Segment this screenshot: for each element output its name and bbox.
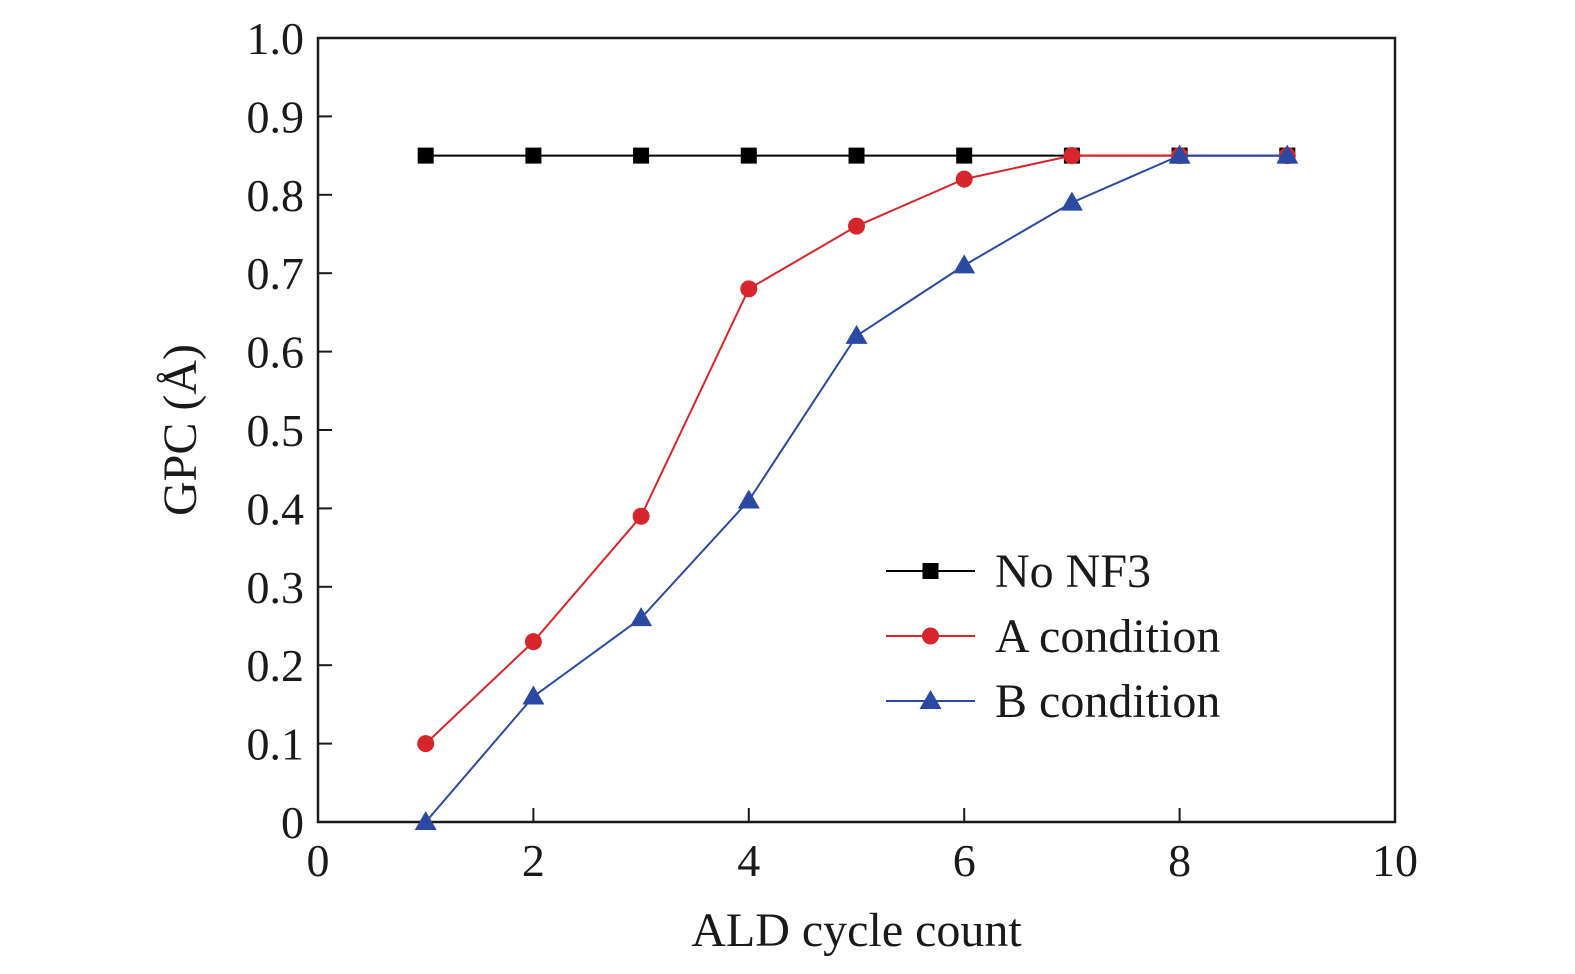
x-axis-title: ALD cycle count [691,904,1022,957]
y-tick-label: 0.9 [247,91,305,142]
y-tick-label: 0.1 [247,719,305,770]
y-tick-label: 0.6 [247,327,305,378]
legend-swatch-marker [919,690,942,709]
data-point [630,607,653,627]
data-point [956,147,973,164]
data-point [1063,147,1081,165]
x-tick-label: 4 [737,835,760,886]
x-tick-label: 0 [307,835,330,886]
y-tick-label: 0.5 [247,405,305,456]
x-tick-label: 8 [1168,835,1191,886]
data-point [740,147,757,164]
legend-swatch-marker [922,563,939,579]
y-tick-label: 0 [281,797,304,848]
legend-item: No NF3 [886,545,1151,598]
data-point [737,489,760,509]
legend-label: A condition [995,610,1220,663]
data-point [633,147,650,164]
y-axis-title: GPC (Å) [154,344,207,516]
legend-item: A condition [886,610,1220,663]
data-point [414,811,437,830]
data-point [417,735,435,753]
legend-item: B condition [886,675,1220,728]
data-point [417,147,434,164]
legend: No NF3 A condition B condition [886,545,1220,728]
series-a-condition [417,147,1296,753]
data-point [525,147,542,164]
data-point [522,685,545,705]
y-tick-label: 1.0 [247,13,305,64]
data-point [953,254,976,274]
y-tick-label: 0.7 [247,248,305,299]
plot-series [414,144,1299,830]
data-point [848,147,865,164]
x-tick-label: 6 [953,835,976,886]
y-tick-label: 0.8 [247,170,305,221]
data-point [1060,191,1083,211]
data-point [955,170,973,188]
legend-swatch-marker [922,627,939,645]
x-tick-label: 2 [522,835,545,886]
legend-label: No NF3 [995,545,1151,598]
series-b-condition [414,144,1299,830]
data-point [845,324,868,344]
data-point [632,507,650,525]
data-point [1168,144,1191,164]
data-point [740,280,758,298]
legend-label: B condition [995,675,1220,728]
data-point [1276,144,1299,164]
x-tick-label: 10 [1372,835,1418,886]
axes: 0 0.1 0.2 0.3 0.4 0.5 0.6 0.7 0.8 0.9 1.0 0 2 4 6 8 10 [247,13,1419,886]
data-point [848,217,865,235]
data-point [524,633,542,651]
y-tick-label: 0.3 [247,562,305,613]
y-tick-label: 0.2 [247,640,305,691]
y-tick-label: 0.4 [247,483,305,534]
